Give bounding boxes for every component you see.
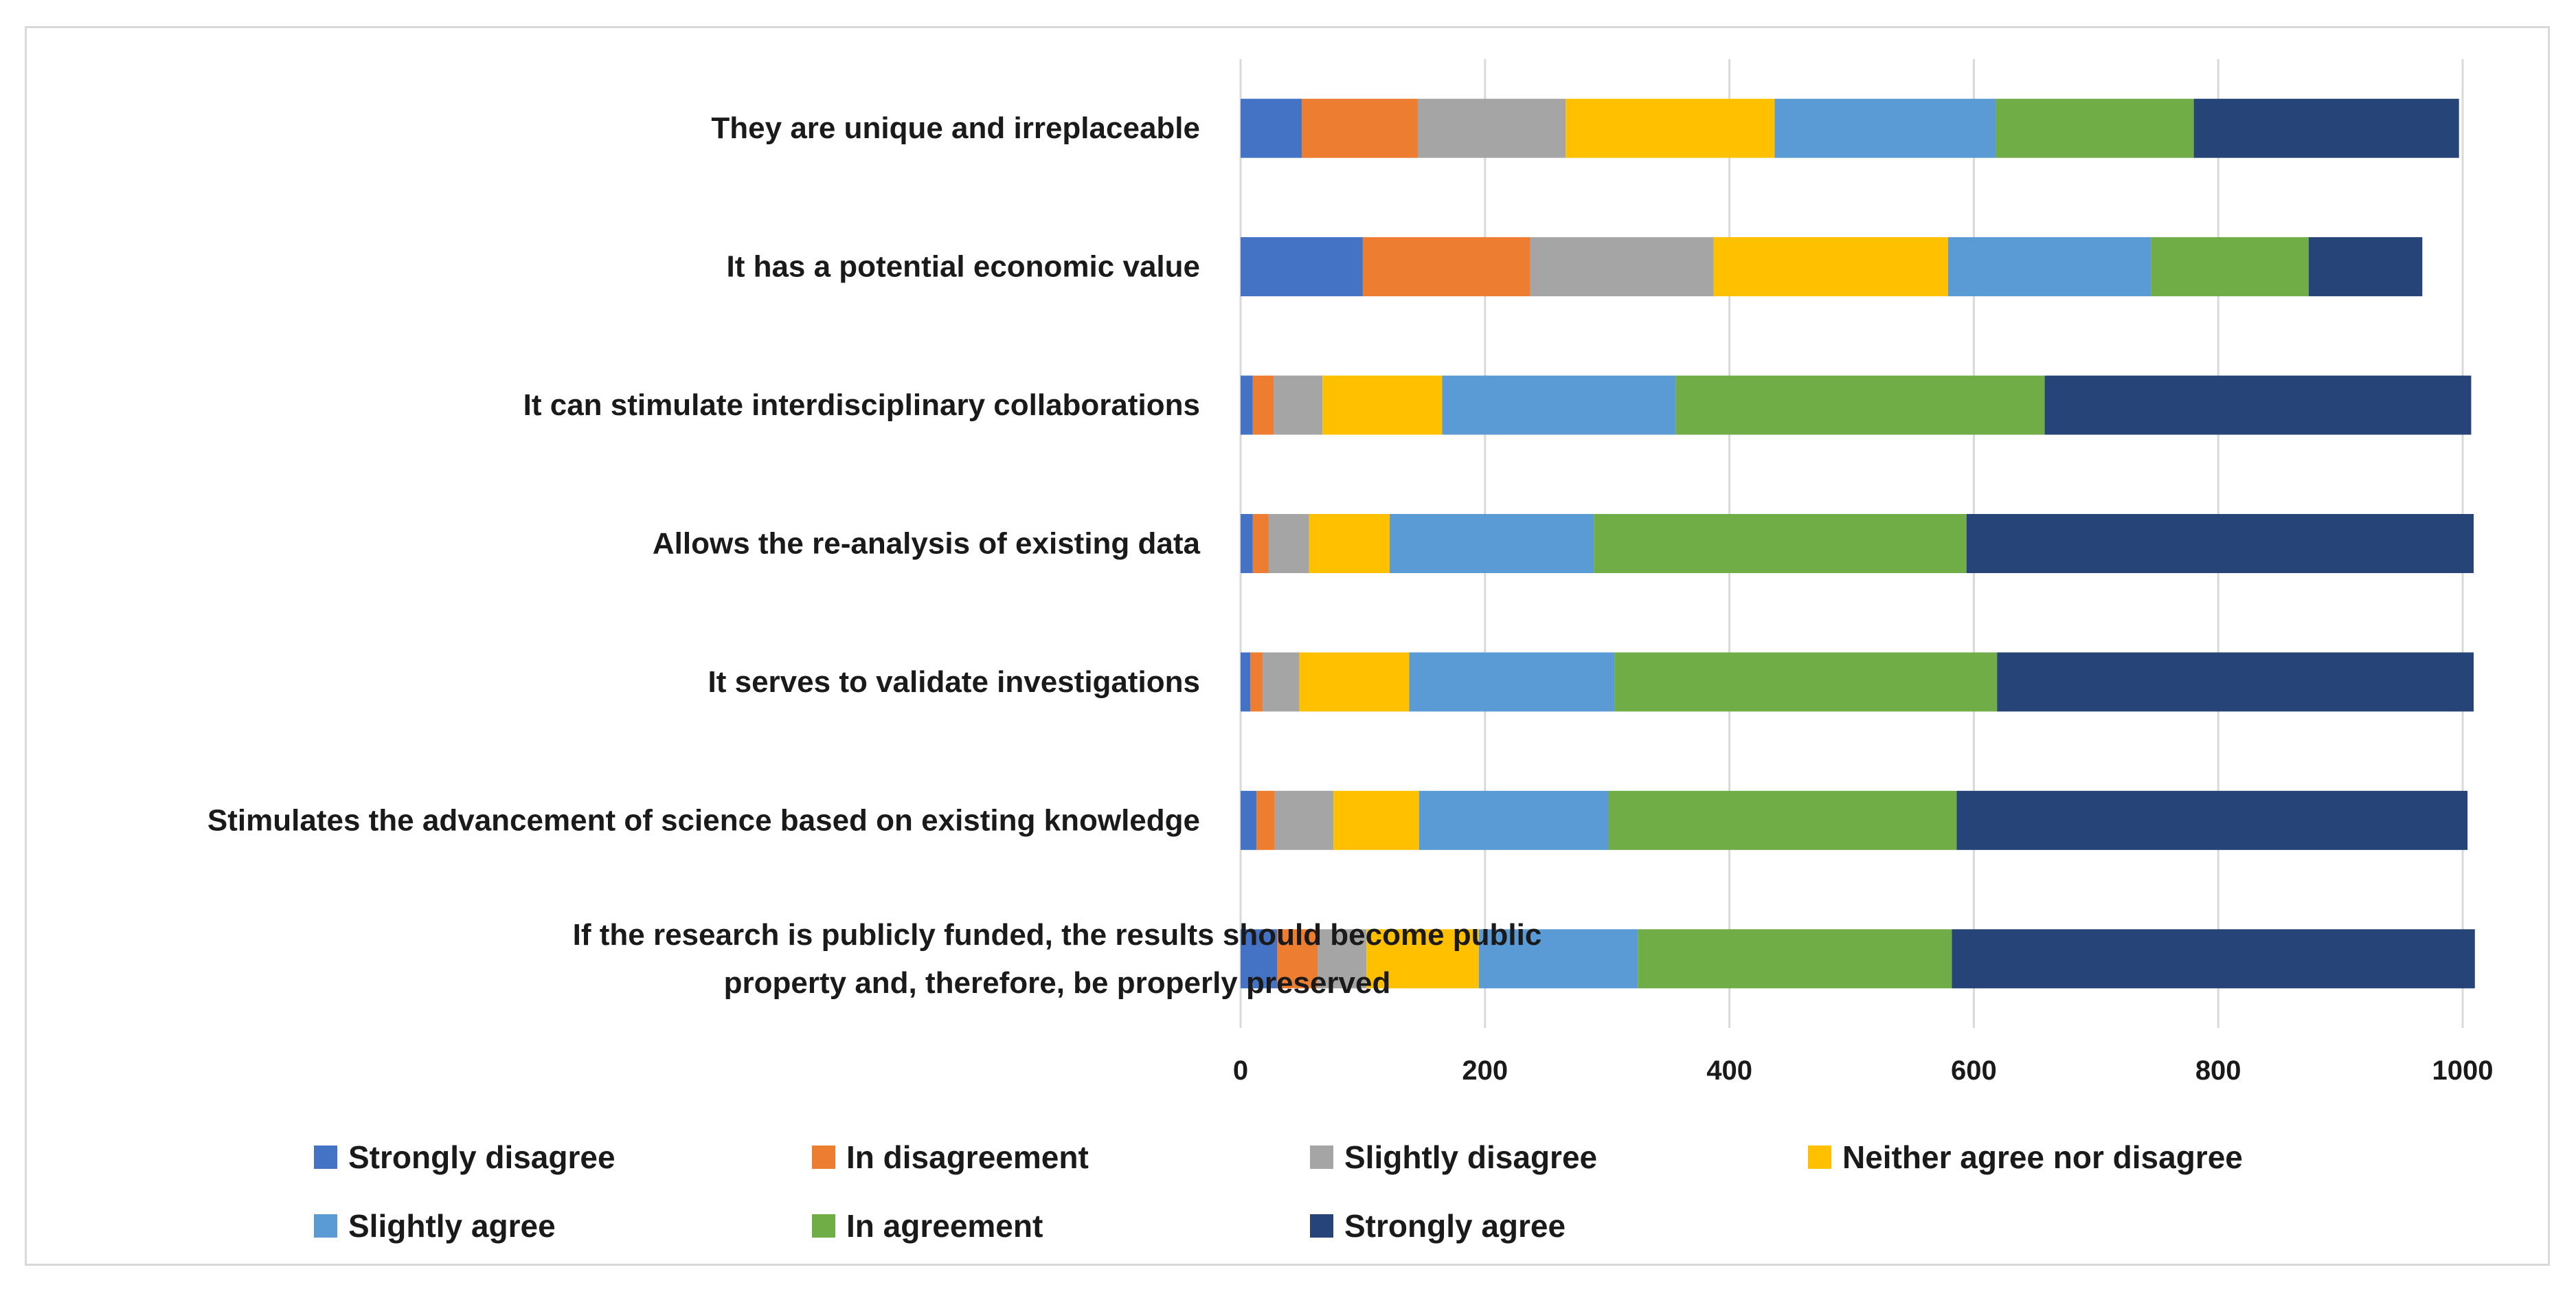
bars [1241, 98, 2475, 989]
bar-segment [1333, 790, 1419, 850]
legend-label: In agreement [846, 1208, 1043, 1244]
x-tick-label: 200 [1462, 1055, 1508, 1086]
category-label: It serves to validate investigations [708, 665, 1200, 699]
x-tick-label: 400 [1706, 1055, 1752, 1086]
category-label-line: It can stimulate interdisciplinary colla… [523, 388, 1200, 422]
bar-segment [1614, 652, 1998, 712]
bar-segment [1241, 790, 1257, 850]
bar-segment [1419, 790, 1609, 850]
category-label: It has a potential economic value [726, 250, 1200, 284]
bar-segment [1250, 652, 1263, 712]
bar-segment [1608, 790, 1957, 850]
bar-segment [1241, 514, 1253, 573]
bar-segment [1309, 514, 1390, 573]
legend-label: Strongly disagree [348, 1139, 615, 1175]
category-label-line: property and, therefore, be properly pre… [724, 966, 1391, 1000]
bar-segment [1241, 237, 1363, 297]
category-labels: They are unique and irreplaceable It has … [207, 111, 1541, 1000]
stacked-bar-chart: They are unique and irreplaceable It has … [207, 59, 2494, 1244]
bar-segment [1301, 98, 1418, 158]
bar-segment [1252, 514, 1269, 573]
legend-label: Strongly agree [1344, 1208, 1566, 1244]
legend-swatch [1310, 1214, 1333, 1238]
bar-segment [2193, 98, 2459, 158]
bar-segment [1277, 929, 1318, 989]
legend-swatch [1310, 1146, 1333, 1169]
legend-item: Neither agree nor disagree [1808, 1139, 2243, 1175]
bar-segment [2308, 237, 2423, 297]
legend-label: Slightly agree [348, 1208, 556, 1244]
category-label: Stimulates the advancement of science ba… [207, 803, 1200, 837]
category-label: Allows the re-analysis of existing data [653, 527, 1201, 561]
legend-swatch [314, 1146, 337, 1169]
bar-segment [1530, 237, 1714, 297]
legend-label: In disagreement [846, 1139, 1089, 1175]
x-tick-label: 600 [1951, 1055, 1997, 1086]
category-label: They are unique and irreplaceable [711, 111, 1200, 145]
legend-item: Slightly agree [314, 1208, 556, 1244]
legend-label: Slightly disagree [1344, 1139, 1597, 1175]
bar-segment [1956, 790, 2468, 850]
bar-segment [1256, 790, 1275, 850]
bar-segment [1774, 98, 1996, 158]
bar-segment [1638, 929, 1952, 989]
bar-segment [1362, 237, 1530, 297]
bar-segment [1713, 237, 1949, 297]
bar-segment [2044, 375, 2472, 435]
legend-swatch [1808, 1146, 1831, 1169]
bar-segment [1390, 514, 1594, 573]
x-axis-ticks: 0 200 400 600 800 1000 [1233, 1055, 2494, 1086]
x-tick-label: 1000 [2432, 1055, 2494, 1086]
bar-segment [1997, 652, 2474, 712]
chart-frame: They are unique and irreplaceable It has … [25, 26, 2550, 1266]
bar-segment [1274, 790, 1334, 850]
category-label-line: It serves to validate investigations [708, 665, 1200, 699]
legend-swatch [812, 1214, 835, 1238]
bar-segment [1241, 652, 1251, 712]
category-label-line: They are unique and irreplaceable [711, 111, 1200, 145]
category-label: It can stimulate interdisciplinary colla… [523, 388, 1200, 422]
bar-segment [1241, 375, 1253, 435]
bar-segment [1318, 929, 1367, 989]
bar-segment [1952, 929, 2475, 989]
legend-item: In agreement [812, 1208, 1043, 1244]
legend-item: Slightly disagree [1310, 1139, 1597, 1175]
category-label-line: It has a potential economic value [726, 250, 1200, 284]
legend-item: In disagreement [812, 1139, 1089, 1175]
legend: Strongly disagree In disagreement Slightly… [314, 1139, 2243, 1244]
bar-segment [1263, 652, 1300, 712]
bar-segment [1268, 514, 1309, 573]
x-tick-label: 800 [2195, 1055, 2241, 1086]
bar-segment [1478, 929, 1638, 989]
bar-segment [1241, 98, 1302, 158]
bar-segment [1366, 929, 1479, 989]
bar-segment [1594, 514, 1967, 573]
bar-segment [1996, 98, 2194, 158]
category-label-line: Stimulates the advancement of science ba… [207, 803, 1200, 837]
bar-segment [1299, 652, 1410, 712]
legend-swatch [812, 1146, 835, 1169]
bar-segment [1417, 98, 1566, 158]
category-label-line: Allows the re-analysis of existing data [653, 527, 1201, 561]
legend-item: Strongly disagree [314, 1139, 615, 1175]
category-label: If the research is publicly funded, the … [573, 918, 1542, 1000]
x-tick-label: 0 [1233, 1055, 1248, 1086]
legend-swatch [314, 1214, 337, 1238]
bar-segment [1241, 929, 1278, 989]
legend-label: Neither agree nor disagree [1842, 1139, 2243, 1175]
bar-segment [1252, 375, 1274, 435]
bar-segment [1966, 514, 2474, 573]
bar-segment [1675, 375, 2045, 435]
bar-segment [1442, 375, 1676, 435]
bar-segment [1948, 237, 2151, 297]
bar-segment [1322, 375, 1443, 435]
bar-segment [1566, 98, 1775, 158]
bar-segment [2151, 237, 2309, 297]
bar-segment [1409, 652, 1615, 712]
category-label-line: If the research is publicly funded, the … [573, 918, 1542, 952]
bar-segment [1274, 375, 1323, 435]
legend-item: Strongly agree [1310, 1208, 1566, 1244]
